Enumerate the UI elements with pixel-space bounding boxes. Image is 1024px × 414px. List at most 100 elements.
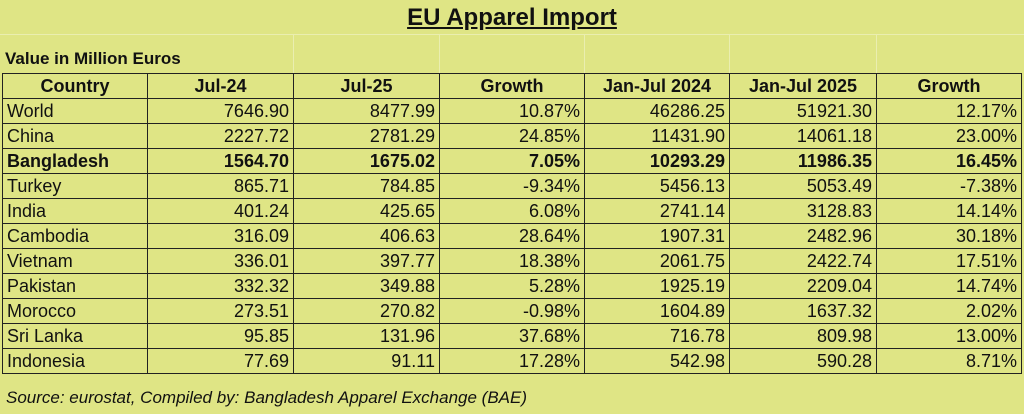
- value-cell: 8.71%: [876, 348, 1022, 374]
- value-cell: 11431.90: [584, 123, 730, 149]
- value-cell: 17.51%: [876, 248, 1022, 274]
- table-row: India 401.24 425.65 6.08% 2741.14 3128.83 14.1…: [2, 198, 1022, 224]
- table-row: Sri Lanka 95.85 131.96 37.68% 716.78 809.98 13…: [2, 323, 1022, 349]
- value-cell: 6.08%: [439, 198, 585, 224]
- sheet-gridlines: [0, 34, 1024, 73]
- value-cell: 17.28%: [439, 348, 585, 374]
- page-title: EU Apparel Import: [407, 4, 617, 31]
- value-cell: 14.74%: [876, 273, 1022, 299]
- value-cell: 14061.18: [729, 123, 877, 149]
- value-cell: 332.32: [147, 273, 294, 299]
- header-row: Country Jul-24 Jul-25 Growth Jan-Jul 2024 Jan…: [2, 73, 1022, 99]
- value-cell: 14.14%: [876, 198, 1022, 224]
- value-cell: 7646.90: [147, 98, 294, 124]
- value-cell: 7.05%: [439, 148, 585, 174]
- value-cell: 590.28: [729, 348, 877, 374]
- column-header: Growth: [439, 73, 585, 99]
- value-cell: 13.00%: [876, 323, 1022, 349]
- value-cell: 91.11: [293, 348, 440, 374]
- table-row: China 2227.72 2781.29 24.85% 11431.90 14061.1…: [2, 123, 1022, 149]
- value-cell: 2781.29: [293, 123, 440, 149]
- value-cell: 5.28%: [439, 273, 585, 299]
- value-cell: -7.38%: [876, 173, 1022, 199]
- value-cell: -0.98%: [439, 298, 585, 324]
- country-cell: Sri Lanka: [2, 323, 148, 349]
- value-cell: 270.82: [293, 298, 440, 324]
- table-row: Bangladesh 1564.70 1675.02 7.05% 10293.29 119…: [2, 148, 1022, 174]
- value-cell: 30.18%: [876, 223, 1022, 249]
- value-cell: 51921.30: [729, 98, 877, 124]
- column-header: Jan-Jul 2025: [729, 73, 877, 99]
- value-cell: 1564.70: [147, 148, 294, 174]
- country-cell: Pakistan: [2, 273, 148, 299]
- value-cell: 316.09: [147, 223, 294, 249]
- table-row: World 7646.90 8477.99 10.87% 46286.25 51921.3…: [2, 98, 1022, 124]
- value-cell: 401.24: [147, 198, 294, 224]
- units-label: Value in Million Euros: [5, 49, 181, 68]
- value-cell: 2741.14: [584, 198, 730, 224]
- value-cell: 349.88: [293, 273, 440, 299]
- value-cell: 865.71: [147, 173, 294, 199]
- value-cell: 10.87%: [439, 98, 585, 124]
- value-cell: 1907.31: [584, 223, 730, 249]
- value-cell: 2209.04: [729, 273, 877, 299]
- country-cell: India: [2, 198, 148, 224]
- value-cell: 2482.96: [729, 223, 877, 249]
- value-cell: 2422.74: [729, 248, 877, 274]
- value-cell: 784.85: [293, 173, 440, 199]
- value-cell: 23.00%: [876, 123, 1022, 149]
- country-cell: Vietnam: [2, 248, 148, 274]
- column-header: Country: [2, 73, 148, 99]
- value-cell: 95.85: [147, 323, 294, 349]
- source-note: Source: eurostat, Compiled by: Banglades…: [6, 388, 527, 407]
- value-cell: 2061.75: [584, 248, 730, 274]
- value-cell: 1604.89: [584, 298, 730, 324]
- value-cell: 716.78: [584, 323, 730, 349]
- table-row: Cambodia 316.09 406.63 28.64% 1907.31 2482.96…: [2, 223, 1022, 249]
- country-cell: World: [2, 98, 148, 124]
- table-row: Morocco 273.51 270.82 -0.98% 1604.89 1637.32 2…: [2, 298, 1022, 324]
- country-cell: China: [2, 123, 148, 149]
- table-row: Vietnam 336.01 397.77 18.38% 2061.75 2422.74 1…: [2, 248, 1022, 274]
- value-cell: 10293.29: [584, 148, 730, 174]
- value-cell: 5456.13: [584, 173, 730, 199]
- value-cell: 1925.19: [584, 273, 730, 299]
- value-cell: 18.38%: [439, 248, 585, 274]
- country-cell: Morocco: [2, 298, 148, 324]
- column-header: Jan-Jul 2024: [584, 73, 730, 99]
- table-row: Indonesia 77.69 91.11 17.28% 542.98 590.28 8.7…: [2, 348, 1022, 374]
- value-cell: 809.98: [729, 323, 877, 349]
- value-cell: 131.96: [293, 323, 440, 349]
- value-cell: 46286.25: [584, 98, 730, 124]
- country-cell: Bangladesh: [2, 148, 148, 174]
- value-cell: 5053.49: [729, 173, 877, 199]
- country-cell: Cambodia: [2, 223, 148, 249]
- value-cell: 425.65: [293, 198, 440, 224]
- value-cell: 1675.02: [293, 148, 440, 174]
- value-cell: 77.69: [147, 348, 294, 374]
- column-header: Jul-24: [147, 73, 294, 99]
- value-cell: 16.45%: [876, 148, 1022, 174]
- value-cell: 37.68%: [439, 323, 585, 349]
- value-cell: 24.85%: [439, 123, 585, 149]
- value-cell: 3128.83: [729, 198, 877, 224]
- value-cell: 336.01: [147, 248, 294, 274]
- value-cell: 8477.99: [293, 98, 440, 124]
- country-cell: Turkey: [2, 173, 148, 199]
- import-table: Country Jul-24 Jul-25 Growth Jan-Jul 2024 Jan…: [2, 73, 1022, 374]
- country-cell: Indonesia: [2, 348, 148, 374]
- column-header: Jul-25: [293, 73, 440, 99]
- column-header: Growth: [876, 73, 1022, 99]
- value-cell: 542.98: [584, 348, 730, 374]
- value-cell: 2227.72: [147, 123, 294, 149]
- value-cell: 28.64%: [439, 223, 585, 249]
- value-cell: 12.17%: [876, 98, 1022, 124]
- value-cell: 2.02%: [876, 298, 1022, 324]
- value-cell: 11986.35: [729, 148, 877, 174]
- table-row: Pakistan 332.32 349.88 5.28% 1925.19 2209.04 1…: [2, 273, 1022, 299]
- table-row: Turkey 865.71 784.85 -9.34% 5456.13 5053.49 -7…: [2, 173, 1022, 199]
- value-cell: 406.63: [293, 223, 440, 249]
- value-cell: 1637.32: [729, 298, 877, 324]
- value-cell: 397.77: [293, 248, 440, 274]
- value-cell: -9.34%: [439, 173, 585, 199]
